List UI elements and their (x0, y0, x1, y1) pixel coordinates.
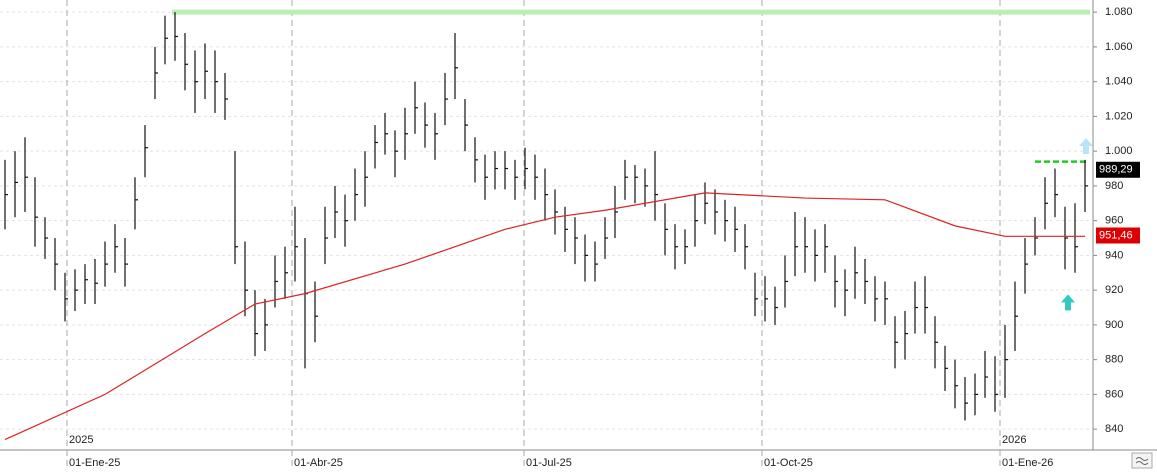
toolbar-button[interactable] (1131, 452, 1153, 469)
price-tag (1096, 161, 1140, 178)
y-tick-label: 880 (1105, 354, 1123, 366)
year-label: 2025 (69, 434, 93, 446)
price-tag-label: 989,29 (1099, 164, 1133, 176)
price-tag-label: 951,46 (1099, 229, 1133, 241)
arrow-marker (1079, 137, 1093, 154)
y-tick-label: 960 (1105, 215, 1123, 227)
y-tick-label: 920 (1105, 284, 1123, 296)
y-tick-label: 1.080 (1105, 6, 1133, 18)
year-label: 2026 (1002, 434, 1026, 446)
y-tick-label: 1.020 (1105, 110, 1133, 122)
toolbar-icon (1135, 457, 1149, 465)
moving-average (4, 192, 1085, 441)
x-tick-label: 01-Ene-25 (69, 457, 120, 469)
arrow-marker (1061, 294, 1075, 311)
x-tick-label: 01-Jul-25 (526, 457, 572, 469)
y-tick-label: 840 (1105, 423, 1123, 435)
y-tick-label: 1.040 (1105, 76, 1133, 88)
y-tick-label: 860 (1105, 388, 1123, 400)
x-tick-label: 01-Oct-25 (764, 457, 813, 469)
y-tick-label: 900 (1105, 319, 1123, 331)
y-tick-label: 940 (1105, 249, 1123, 261)
x-tick-label: 01-Ene-26 (1002, 457, 1053, 469)
y-tick-label: 980 (1105, 180, 1123, 192)
x-tick-label: 01-Abr-25 (294, 457, 343, 469)
y-tick-label: 1.000 (1105, 145, 1133, 157)
price-tag (1096, 227, 1140, 244)
y-tick-label: 1.060 (1105, 41, 1133, 53)
